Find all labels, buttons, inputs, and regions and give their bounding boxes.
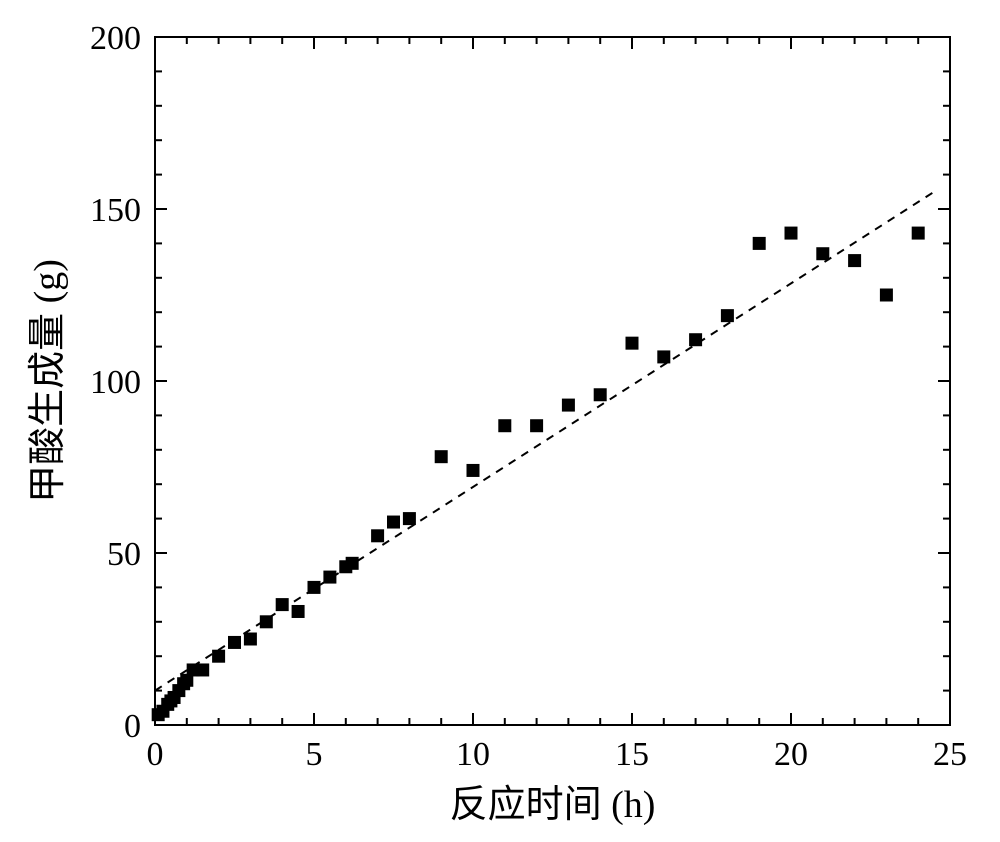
data-point xyxy=(435,450,448,463)
x-axis-label: 反应时间 (h) xyxy=(450,784,656,826)
data-point xyxy=(244,633,257,646)
data-point xyxy=(594,388,607,401)
y-axis-label: 甲酸生成量 (g) xyxy=(27,259,69,503)
data-point xyxy=(212,650,225,663)
y-tick-label: 100 xyxy=(90,364,141,401)
data-point xyxy=(530,419,543,432)
y-tick-label: 0 xyxy=(124,708,141,745)
data-point xyxy=(912,227,925,240)
data-point xyxy=(387,516,400,529)
y-tick-label: 200 xyxy=(90,20,141,57)
x-tick-label: 25 xyxy=(933,736,967,773)
data-point xyxy=(657,350,670,363)
y-tick-label: 50 xyxy=(107,536,141,573)
data-point xyxy=(498,419,511,432)
x-tick-label: 20 xyxy=(774,736,808,773)
x-tick-label: 5 xyxy=(306,736,323,773)
data-point xyxy=(346,557,359,570)
data-point xyxy=(467,464,480,477)
data-point xyxy=(721,309,734,322)
data-point xyxy=(403,512,416,525)
data-point xyxy=(308,581,321,594)
data-point xyxy=(848,254,861,267)
x-tick-label: 15 xyxy=(615,736,649,773)
data-point xyxy=(689,333,702,346)
data-point xyxy=(371,529,384,542)
data-point xyxy=(880,289,893,302)
y-tick-label: 150 xyxy=(90,192,141,229)
data-point xyxy=(753,237,766,250)
data-point xyxy=(228,636,241,649)
data-point xyxy=(816,247,829,260)
data-point xyxy=(626,337,639,350)
data-point xyxy=(323,571,336,584)
data-point xyxy=(785,227,798,240)
x-tick-label: 10 xyxy=(456,736,490,773)
data-point xyxy=(276,598,289,611)
data-point xyxy=(562,399,575,412)
data-point xyxy=(196,663,209,676)
chart-svg: 0 5 10 15 20 25 0 50 100 150 200 反应时间 (h) 甲酸生成量 (g) xyxy=(0,0,1000,842)
data-point xyxy=(292,605,305,618)
data-point xyxy=(260,615,273,628)
scatter-chart: 0 5 10 15 20 25 0 50 100 150 200 反应时间 (h) 甲酸生成量 (g) xyxy=(0,0,1000,842)
x-tick-label: 0 xyxy=(147,736,164,773)
